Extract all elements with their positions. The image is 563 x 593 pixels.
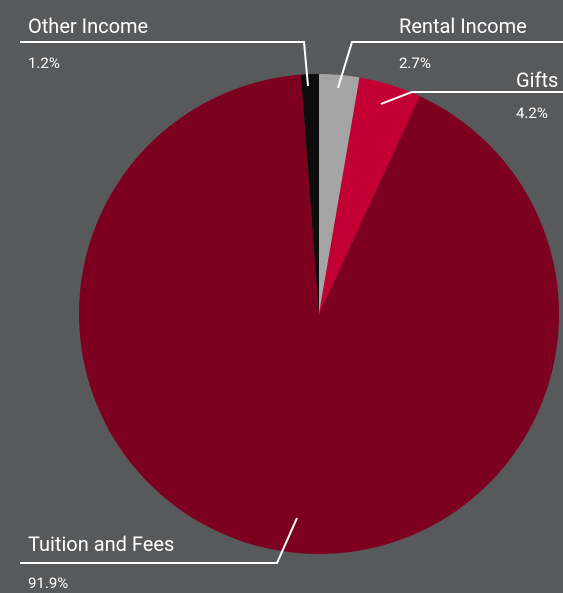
pie-slice: [319, 77, 420, 314]
slice-value-label: 2.7%: [399, 54, 431, 72]
pie-slice: [319, 74, 360, 314]
pie-slice: [79, 74, 560, 555]
leader-line: [20, 517, 298, 564]
leader-line: [20, 41, 309, 87]
slice-value-label: 1.2%: [28, 54, 60, 72]
slice-label: Tuition and Fees: [28, 532, 174, 556]
slice-value-label: 91.9%: [28, 574, 68, 592]
pie-slice: [300, 74, 319, 314]
slice-label: Gifts: [516, 68, 558, 92]
slice-value-label: 4.2%: [516, 104, 548, 122]
leader-line: [337, 41, 563, 89]
slice-label: Other Income: [28, 14, 148, 38]
leader-line: [380, 91, 563, 105]
slice-label: Rental Income: [399, 14, 527, 38]
